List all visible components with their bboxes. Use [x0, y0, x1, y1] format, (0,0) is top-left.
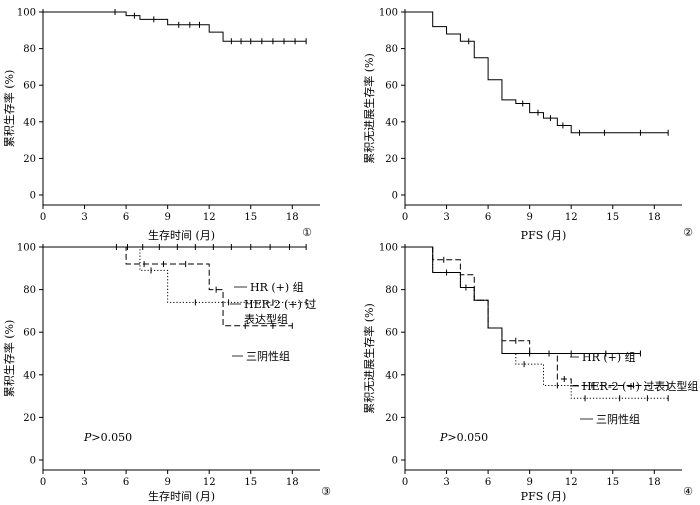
x-tick-label: 3	[443, 477, 449, 488]
x-tick-label: 3	[81, 212, 87, 223]
y-axis-label: 累积无进展生存率 (%)	[362, 53, 376, 164]
x-tick-label: 0	[40, 477, 46, 488]
x-tick-label: 12	[565, 212, 578, 223]
x-tick-label: 18	[648, 477, 661, 488]
y-tick-label: 60	[385, 81, 398, 92]
y-tick-label: 40	[23, 117, 36, 128]
series-line-1	[405, 11, 669, 134]
p-value-annotation: P>0.050	[439, 431, 488, 444]
x-tick-label: 15	[244, 477, 257, 488]
x-tick-label: 6	[485, 477, 491, 488]
p-value-annotation: P>0.050	[83, 431, 132, 444]
x-tick-label: 18	[286, 212, 299, 223]
x-tick-label: 0	[402, 212, 408, 223]
chart-panel-1: 0 20 40 60 80 100 0 3 6 9 12 15 18 生存时间 (月) 累积生存率 (%) ①	[2, 8, 320, 242]
chart-panel-3: 0 20 40 60 80 100 0 3 6 9 12 15 18 生存时间 (月) 累积生存率 (%) ③…	[2, 243, 331, 504]
x-axis-label: 生存时间 (月)	[148, 489, 215, 503]
y-tick-label: 0	[392, 456, 398, 467]
y-tick-label: 40	[385, 117, 398, 128]
y-tick-label: 40	[23, 370, 36, 381]
legend-label: HER-2 (+) 过表达型组	[582, 379, 698, 393]
y-tick-label: 0	[30, 191, 36, 202]
x-tick-label: 18	[286, 477, 299, 488]
x-tick-label: 0	[40, 212, 46, 223]
y-tick-label: 60	[23, 328, 36, 339]
x-tick-label: 15	[606, 477, 619, 488]
legend-label: HR (+) 组	[250, 280, 304, 294]
legend-label: HER-2 (+) 过	[244, 298, 316, 311]
x-axis-label: PFS (月)	[521, 490, 567, 503]
x-tick-label: 3	[81, 477, 87, 488]
y-axis-label: 累积无进展生存率 (%)	[362, 303, 376, 414]
y-tick-label: 60	[385, 328, 398, 339]
x-tick-label: 9	[526, 212, 532, 223]
series-line-2	[43, 246, 293, 327]
legend-label: 三阴性组	[246, 349, 290, 363]
y-tick-label: 20	[385, 413, 398, 424]
x-tick-label: 15	[244, 212, 257, 223]
x-axis-label: 生存时间 (月)	[148, 228, 215, 242]
y-tick-label: 80	[385, 285, 398, 296]
y-tick-label: 20	[23, 154, 36, 165]
x-tick-label: 12	[203, 477, 216, 488]
x-tick-label: 18	[648, 212, 661, 223]
x-tick-label: 6	[123, 212, 129, 223]
legend-label: 三阴性组	[596, 412, 640, 426]
panel-number: ③	[321, 485, 331, 498]
y-tick-label: 100	[17, 8, 36, 19]
panel-number: ②	[683, 226, 693, 239]
x-tick-label: 9	[164, 477, 170, 488]
y-tick-label: 0	[30, 456, 36, 467]
series-line-1	[43, 11, 307, 42]
x-tick-label: 9	[526, 477, 532, 488]
series-line-2	[405, 246, 669, 386]
series-line-1	[405, 246, 641, 354]
legend-label: HR (+) 组	[582, 350, 636, 364]
x-axis-label: PFS (月)	[521, 229, 567, 242]
series-line-3	[405, 246, 669, 399]
y-tick-label: 80	[23, 285, 36, 296]
panel-number: ①	[302, 226, 312, 239]
x-tick-label: 6	[485, 212, 491, 223]
x-tick-label: 12	[565, 477, 578, 488]
x-tick-label: 15	[606, 212, 619, 223]
y-tick-label: 80	[23, 44, 36, 55]
y-tick-label: 20	[385, 154, 398, 165]
x-tick-label: 0	[402, 477, 408, 488]
legend-label: 表达型组	[244, 312, 288, 326]
chart-panel-4: 0 20 40 60 80 100 0 3 6 9 12 15 18 PFS (月) 累积无进展生存率 (%…	[362, 243, 698, 504]
y-tick-label: 40	[385, 370, 398, 381]
x-tick-label: 12	[203, 212, 216, 223]
y-tick-label: 0	[392, 191, 398, 202]
series-line-3	[43, 246, 307, 303]
y-axis-label: 累积生存率 (%)	[2, 320, 16, 398]
y-tick-label: 100	[17, 243, 36, 254]
panel-number: ④	[683, 485, 693, 498]
y-tick-label: 80	[385, 44, 398, 55]
chart-panel-2: 0 20 40 60 80 100 0 3 6 9 12 15 18 PFS (月) 累积无进展生存率 (%…	[362, 8, 693, 243]
y-tick-label: 100	[379, 243, 398, 254]
x-tick-label: 3	[443, 212, 449, 223]
y-tick-label: 100	[379, 8, 398, 19]
y-tick-label: 20	[23, 413, 36, 424]
y-axis-label: 累积生存率 (%)	[2, 70, 16, 148]
x-tick-label: 6	[123, 477, 129, 488]
x-tick-label: 9	[164, 212, 170, 223]
y-tick-label: 60	[23, 81, 36, 92]
